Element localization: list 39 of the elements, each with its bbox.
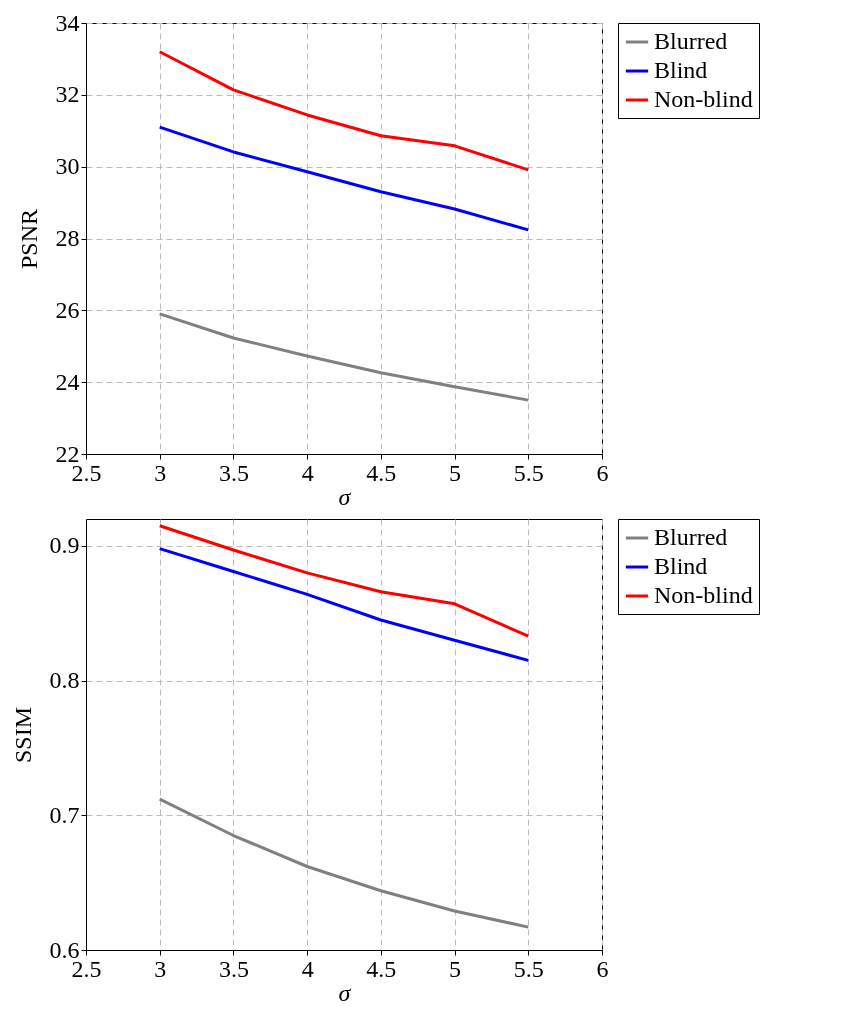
y-tick-label: 0.9 (49, 532, 80, 559)
y-tick-label: 30 (55, 153, 80, 180)
y-axis-title: SSIM (9, 706, 36, 764)
x-tick-label: 5.5 (513, 459, 544, 486)
x-tick-label: 3.5 (218, 955, 249, 982)
x-tick-label: 3 (154, 459, 167, 486)
x-axis-title: σ (338, 979, 352, 1006)
legend-label: Blind (654, 57, 708, 83)
x-tick-label: 4 (301, 955, 314, 982)
y-tick-label: 34 (55, 9, 80, 36)
legend-label: Blurred (654, 28, 728, 54)
legend-label: Non-blind (654, 86, 753, 112)
x-tick-label: 4.5 (366, 459, 397, 486)
line-series (158, 547, 530, 662)
line-series (158, 125, 530, 232)
x-tick-label: 3.5 (218, 459, 249, 486)
x-tick-label: 5.5 (513, 955, 544, 982)
legend-label: Blurred (654, 524, 728, 550)
x-tick-label: 5 (449, 459, 462, 486)
y-tick-label: 0.7 (49, 801, 80, 828)
y-tick-label: 26 (55, 296, 80, 323)
line-series (158, 797, 530, 929)
line-series (158, 524, 530, 638)
y-tick-label: 0.8 (49, 667, 80, 694)
legend-label: Blind (654, 553, 708, 579)
x-tick-label: 6 (596, 459, 609, 486)
line-series (158, 312, 530, 402)
y-axis-title: PSNR (15, 208, 42, 270)
legend-label: Non-blind (654, 582, 753, 608)
x-tick-label: 4 (301, 459, 314, 486)
y-tick-label: 32 (55, 81, 80, 108)
x-axis-title: σ (338, 483, 352, 510)
y-tick-label: 24 (55, 368, 80, 395)
x-tick-label: 5 (449, 955, 462, 982)
x-tick-label: 4.5 (366, 955, 397, 982)
x-tick-label: 6 (596, 955, 609, 982)
x-tick-label: 3 (154, 955, 167, 982)
line-series (158, 50, 530, 172)
y-tick-label: 28 (55, 225, 80, 251)
